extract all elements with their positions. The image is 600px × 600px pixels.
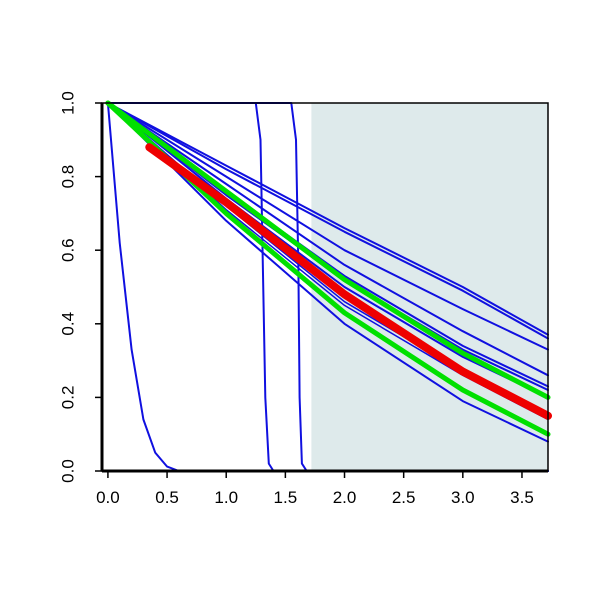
y-tick-label: 0.0 <box>58 459 77 483</box>
shaded-region-layer <box>311 103 548 471</box>
axes-layer: 0.0 0.5 1.0 1.5 2.0 2.5 3.0 3.5 0.0 0.2 0.4 0.6 0.8 1… <box>58 91 549 507</box>
x-tick-label: 3.5 <box>510 488 534 507</box>
series-line-green-14 <box>105 100 551 400</box>
y-tick-label: 0.2 <box>58 386 77 410</box>
series-line-blue-4 <box>106 102 549 336</box>
x-tick-label: 3.0 <box>451 488 475 507</box>
x-tick-label: 2.0 <box>333 488 357 507</box>
y-tick-label: 0.6 <box>58 238 77 262</box>
x-tick-label: 1.0 <box>214 488 238 507</box>
x-tick-label: 1.5 <box>274 488 298 507</box>
series-line-blue-5 <box>106 102 549 340</box>
x-tick-label: 0.0 <box>96 488 120 507</box>
series-layer <box>105 100 552 472</box>
x-tick-label: 0.5 <box>155 488 179 507</box>
x-tick-label: 2.5 <box>392 488 416 507</box>
series-line-blue-7 <box>106 102 549 377</box>
y-tick-label: 0.4 <box>58 312 77 336</box>
y-tick-label: 0.8 <box>58 165 77 189</box>
series-line-blue-13 <box>106 102 549 443</box>
series-line-blue-6 <box>106 102 549 351</box>
y-tick-label: 1.0 <box>58 91 77 115</box>
shaded-region <box>311 103 548 471</box>
series-line-red-16 <box>145 143 552 420</box>
